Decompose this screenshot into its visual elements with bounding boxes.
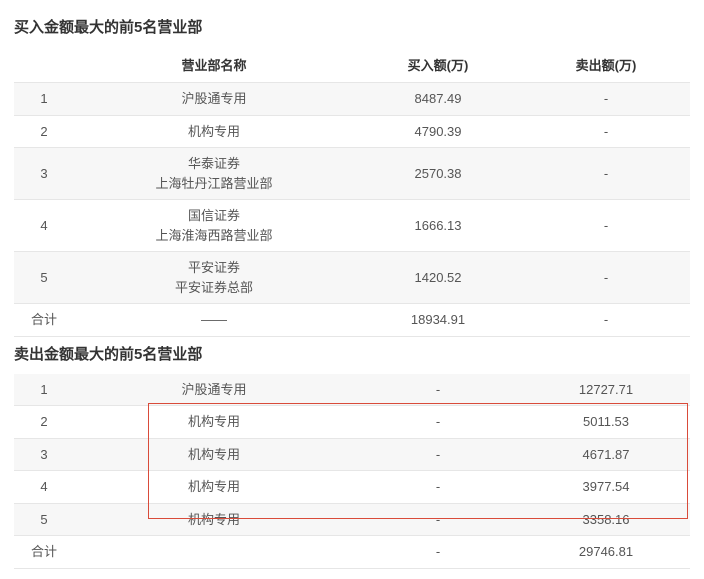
cell-name: 机构专用 — [74, 471, 354, 504]
table-row-total: 合计 - 29746.81 — [14, 536, 690, 569]
cell-name: 华泰证券上海牡丹江路营业部 — [74, 148, 354, 200]
cell-buy: 8487.49 — [354, 83, 522, 116]
sell-table: 1 沪股通专用 - 12727.71 2 机构专用 - 5011.53 3 机构… — [14, 374, 690, 569]
cell-name: 机构专用 — [74, 503, 354, 536]
col-header-name: 营业部名称 — [74, 47, 354, 83]
sell-section-title: 卖出金额最大的前5名营业部 — [14, 343, 690, 364]
cell-name: 沪股通专用 — [74, 374, 354, 406]
cell-buy: 1420.52 — [354, 252, 522, 304]
cell-name: 机构专用 — [74, 115, 354, 148]
table-row: 3 华泰证券上海牡丹江路营业部 2570.38 - — [14, 148, 690, 200]
cell-buy: - — [354, 374, 522, 406]
cell-sell: 3977.54 — [522, 471, 690, 504]
cell-idx: 1 — [14, 374, 74, 406]
col-header-idx — [14, 47, 74, 83]
cell-name: 机构专用 — [74, 406, 354, 439]
buy-table: 营业部名称 买入额(万) 卖出额(万) 1 沪股通专用 8487.49 - 2 … — [14, 47, 690, 337]
cell-name: 国信证券上海淮海西路营业部 — [74, 200, 354, 252]
cell-sell: 5011.53 — [522, 406, 690, 439]
cell-buy: - — [354, 438, 522, 471]
cell-sell: 3358.16 — [522, 503, 690, 536]
cell-buy: 4790.39 — [354, 115, 522, 148]
cell-buy: - — [354, 536, 522, 569]
cell-idx: 2 — [14, 406, 74, 439]
cell-idx: 4 — [14, 200, 74, 252]
cell-name: —— — [74, 304, 354, 337]
table-row: 2 机构专用 - 5011.53 — [14, 406, 690, 439]
table-row-total: 合计 —— 18934.91 - — [14, 304, 690, 337]
cell-sell: 12727.71 — [522, 374, 690, 406]
cell-buy: 2570.38 — [354, 148, 522, 200]
cell-sell: - — [522, 200, 690, 252]
cell-idx: 5 — [14, 252, 74, 304]
table-row: 3 机构专用 - 4671.87 — [14, 438, 690, 471]
cell-sell: 29746.81 — [522, 536, 690, 569]
cell-name: 机构专用 — [74, 438, 354, 471]
cell-sell: 4671.87 — [522, 438, 690, 471]
table-row: 4 国信证券上海淮海西路营业部 1666.13 - — [14, 200, 690, 252]
cell-sell: - — [522, 115, 690, 148]
cell-buy: 1666.13 — [354, 200, 522, 252]
table-row: 4 机构专用 - 3977.54 — [14, 471, 690, 504]
cell-idx: 3 — [14, 148, 74, 200]
table-row: 1 沪股通专用 - 12727.71 — [14, 374, 690, 406]
cell-name: 平安证券平安证券总部 — [74, 252, 354, 304]
cell-idx: 3 — [14, 438, 74, 471]
col-header-buy: 买入额(万) — [354, 47, 522, 83]
buy-section-title: 买入金额最大的前5名营业部 — [14, 16, 690, 37]
cell-sell: - — [522, 304, 690, 337]
cell-sell: - — [522, 148, 690, 200]
sell-table-wrap: 1 沪股通专用 - 12727.71 2 机构专用 - 5011.53 3 机构… — [14, 374, 690, 569]
cell-buy: - — [354, 503, 522, 536]
cell-buy: - — [354, 471, 522, 504]
table-row: 1 沪股通专用 8487.49 - — [14, 83, 690, 116]
cell-idx: 2 — [14, 115, 74, 148]
col-header-sell: 卖出额(万) — [522, 47, 690, 83]
cell-idx: 1 — [14, 83, 74, 116]
table-row: 2 机构专用 4790.39 - — [14, 115, 690, 148]
cell-name: 沪股通专用 — [74, 83, 354, 116]
cell-buy: 18934.91 — [354, 304, 522, 337]
cell-idx: 5 — [14, 503, 74, 536]
cell-buy: - — [354, 406, 522, 439]
buy-table-header-row: 营业部名称 买入额(万) 卖出额(万) — [14, 47, 690, 83]
table-row: 5 平安证券平安证券总部 1420.52 - — [14, 252, 690, 304]
cell-idx: 4 — [14, 471, 74, 504]
cell-name — [74, 536, 354, 569]
cell-idx: 合计 — [14, 536, 74, 569]
cell-sell: - — [522, 83, 690, 116]
table-row: 5 机构专用 - 3358.16 — [14, 503, 690, 536]
cell-idx: 合计 — [14, 304, 74, 337]
cell-sell: - — [522, 252, 690, 304]
